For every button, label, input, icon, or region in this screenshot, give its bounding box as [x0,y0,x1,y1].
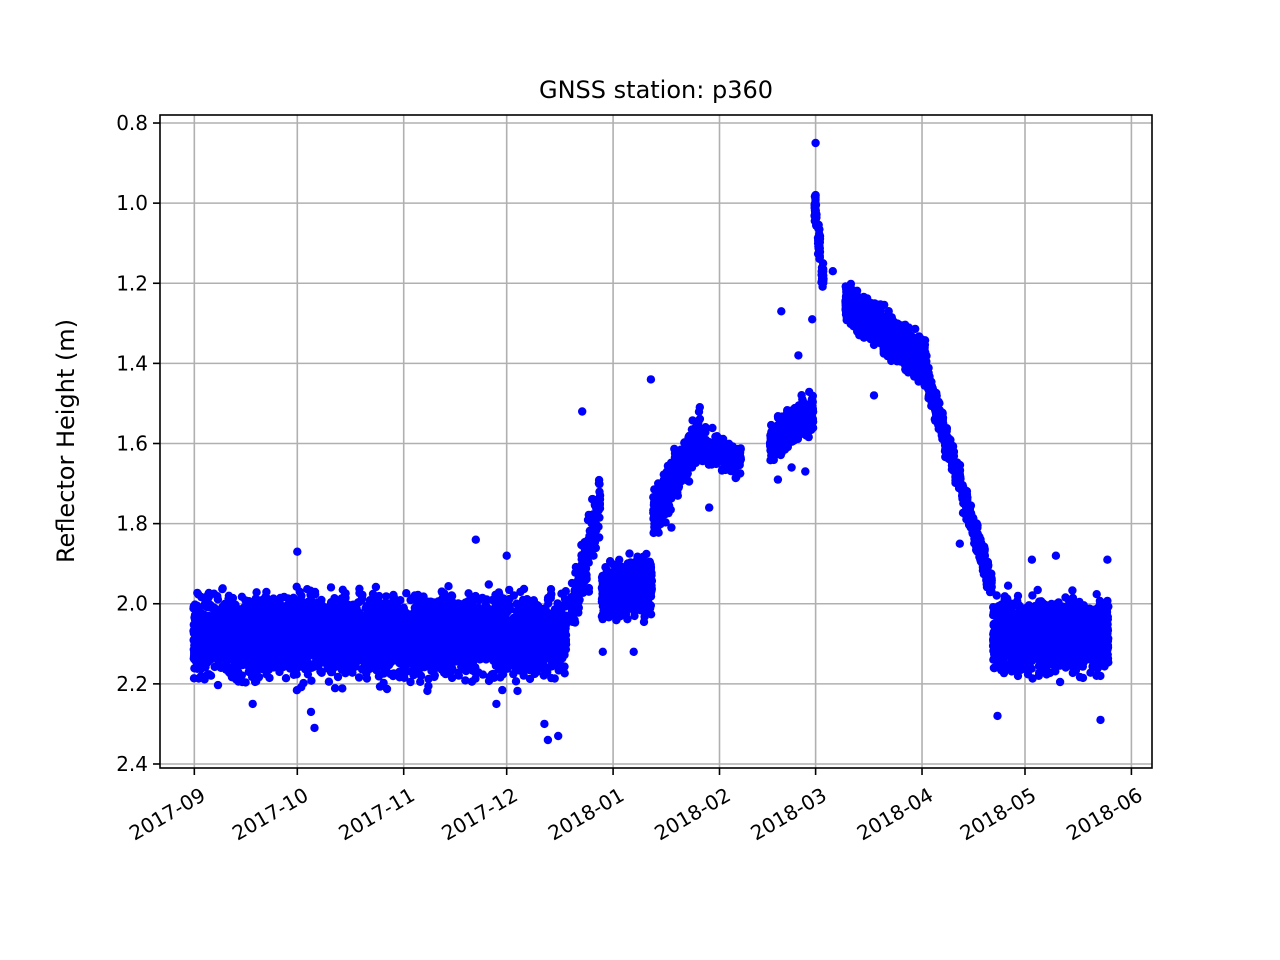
data-points [189,138,1113,745]
data-point [206,671,216,680]
data-point [595,487,604,496]
data-point [642,549,651,559]
grid [160,115,1152,768]
data-point [666,505,675,514]
data-point [389,590,398,600]
data-point [547,590,556,599]
data-point [324,677,334,686]
data-point [262,587,271,597]
data-point [382,684,392,694]
data-point [645,557,654,566]
data-point [400,673,409,682]
data-point [213,680,223,690]
data-point [396,596,405,605]
data-point [513,686,522,696]
data-point [354,673,364,682]
data-point [338,684,347,693]
data-point [382,592,391,601]
data-point [292,670,301,679]
data-point [371,582,381,592]
data-point [218,584,227,593]
data-point [241,678,250,687]
data-point [281,674,291,683]
data-point [341,593,350,603]
data-point [388,671,398,681]
data-point [594,522,603,531]
data-point [625,549,634,558]
data-point [582,574,591,584]
data-point [581,566,590,576]
data-point [560,662,569,671]
data-point [574,597,583,607]
data-point [254,672,264,682]
data-point [297,591,306,600]
data-point [228,593,238,603]
data-point [307,676,316,685]
data-point [559,621,569,631]
data-point [550,674,559,683]
data-point [595,513,604,522]
data-point [402,589,411,598]
data-point [594,494,603,504]
data-point [511,677,521,686]
data-point [560,644,570,653]
data-point [646,587,656,597]
data-point [333,672,343,682]
data-point [561,632,570,642]
data-point [647,576,656,585]
data-point [584,587,594,596]
data-point [444,582,453,591]
data-point [317,668,326,677]
data-point [673,488,682,497]
data-point [330,684,340,693]
data-point [285,664,295,673]
data-point [645,604,655,613]
data-point [630,611,639,621]
data-point [299,678,308,688]
data-point [423,686,432,696]
data-point [416,671,426,680]
data-point [237,671,246,680]
data-point [374,591,384,601]
data-point [584,558,593,567]
data-point [574,608,583,617]
chart-title: GNSS station: p360 [539,76,773,104]
data-point [379,678,388,688]
data-point [484,580,493,589]
data-point [595,533,604,542]
data-point [330,596,339,605]
data-point [595,503,604,512]
data-point [430,671,439,680]
data-point [570,618,580,627]
data-point [252,588,261,597]
data-point [357,594,367,603]
data-point [265,673,274,683]
data-point [316,603,325,613]
data-point [213,592,222,601]
data-point [519,584,529,594]
data-point [594,479,604,488]
data-point [487,670,497,679]
data-point [303,670,313,679]
data-point [498,685,507,695]
data-point [310,587,320,597]
data-point [639,617,649,627]
data-point [326,583,336,592]
